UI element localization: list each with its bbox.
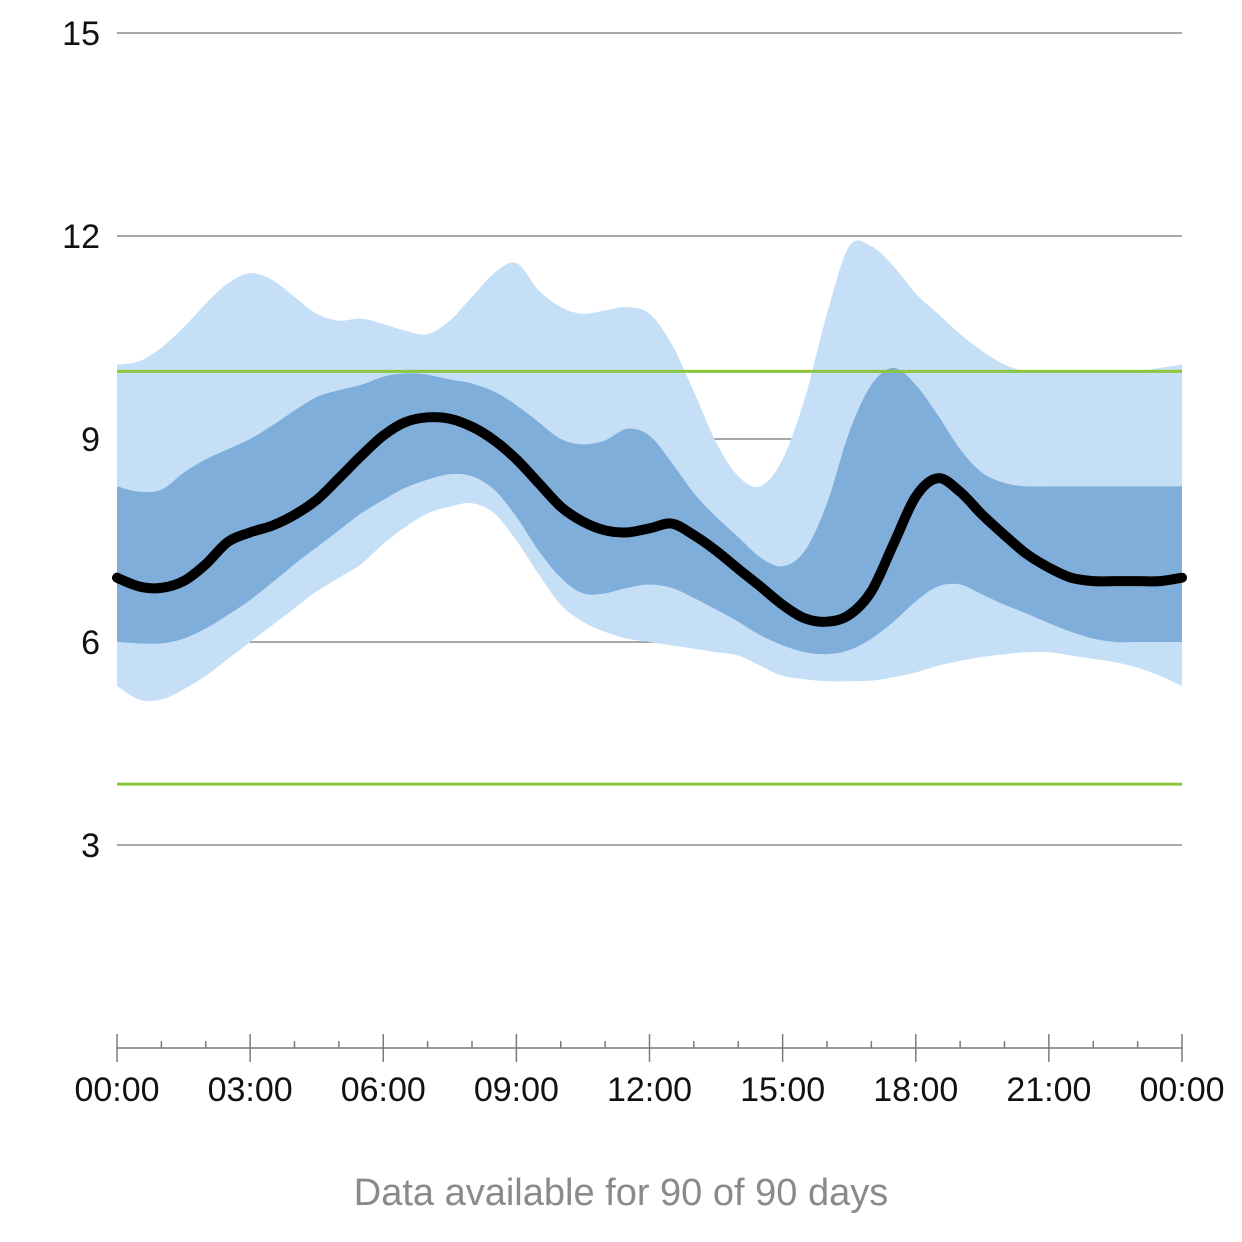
y-tick-label: 9 bbox=[81, 421, 100, 459]
x-tick-label: 12:00 bbox=[607, 1071, 692, 1109]
band-layer bbox=[117, 240, 1182, 702]
y-tick-label: 15 bbox=[62, 15, 100, 53]
x-tick-label: 18:00 bbox=[873, 1071, 958, 1109]
target-range-layer bbox=[117, 369, 1182, 786]
y-tick-label: 12 bbox=[62, 218, 100, 256]
median-line-layer bbox=[112, 412, 1187, 627]
y-tick-label: 6 bbox=[81, 624, 100, 662]
y-tick-label: 3 bbox=[81, 827, 100, 865]
data-availability-note: Data available for 90 of 90 days bbox=[353, 1172, 889, 1214]
x-tick-label: 21:00 bbox=[1006, 1071, 1091, 1109]
x-tick-label: 03:00 bbox=[208, 1071, 293, 1109]
y-axis: 3 6 9 12 15 bbox=[62, 15, 100, 865]
median-line bbox=[112, 412, 1187, 627]
x-tick-label: 15:00 bbox=[740, 1071, 825, 1109]
x-tick-label: 00:00 bbox=[74, 1071, 159, 1109]
x-tick-label: 09:00 bbox=[474, 1071, 559, 1109]
x-tick-label: 06:00 bbox=[341, 1071, 426, 1109]
x-tick-label: 00:00 bbox=[1139, 1071, 1224, 1109]
x-axis: 00:00 03:00 06:00 09:00 12:00 15:00 18:00 21:00… bbox=[74, 1034, 1225, 1109]
